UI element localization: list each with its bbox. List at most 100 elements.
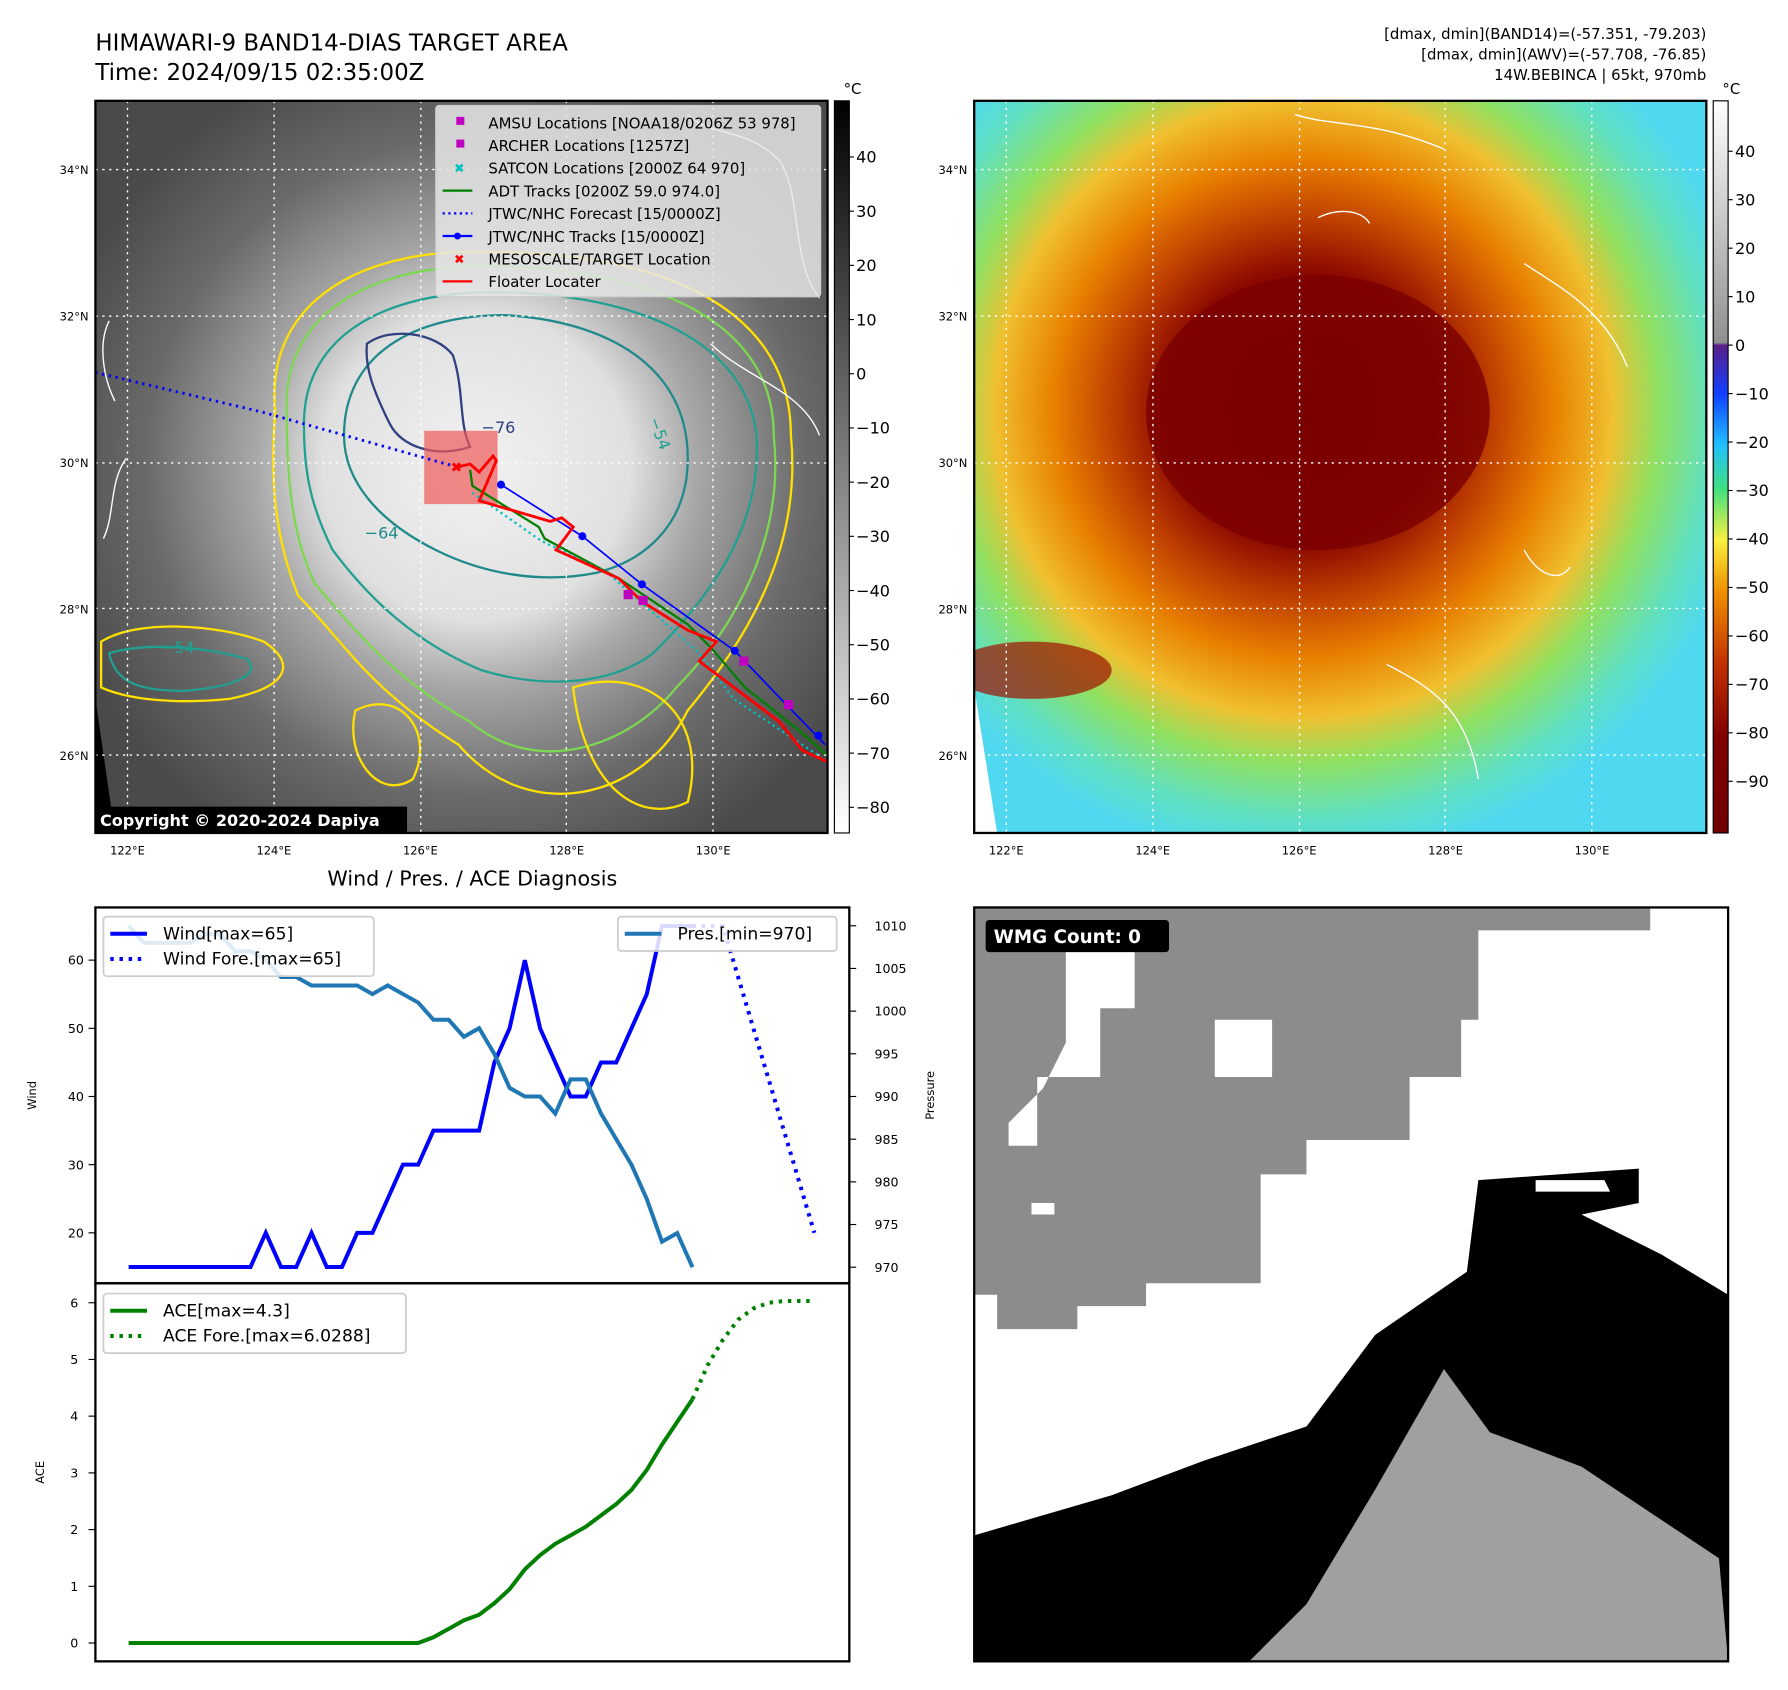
pressure-tick-label: 990 bbox=[875, 1089, 899, 1104]
right-colorbar bbox=[1712, 100, 1729, 834]
colorbar-tick-label: −60 bbox=[1735, 627, 1769, 646]
left-map-frame bbox=[94, 99, 829, 835]
legend-label: ARCHER Locations [1257Z] bbox=[488, 137, 689, 155]
wind-tick-label: 30 bbox=[68, 1157, 84, 1172]
wind-tick-label: 20 bbox=[68, 1225, 84, 1240]
target-location-marker: ✖ bbox=[451, 460, 463, 476]
legend-item: ✖ SATCON Locations [2000Z 64 970] bbox=[454, 160, 745, 178]
legend-label: ACE[max=4.3] bbox=[163, 1301, 290, 1321]
pressure-tick-label: 970 bbox=[875, 1260, 899, 1275]
satcon-track bbox=[471, 491, 821, 758]
legend-label: Wind[max=65] bbox=[163, 925, 293, 945]
legend-label: Floater Locater bbox=[488, 273, 601, 291]
wind-tick-label: 60 bbox=[68, 953, 84, 968]
stats-awv: [dmax, dmin](AWV)=(-57.708, -76.85) bbox=[1421, 46, 1706, 64]
colorbar-tick-label: −60 bbox=[856, 690, 890, 709]
colorbar-tick-label: 10 bbox=[1735, 287, 1755, 306]
right-map-frame bbox=[973, 99, 1708, 835]
colorbar-tick-label: 40 bbox=[1735, 142, 1755, 161]
x-marker-icon: ✖ bbox=[454, 161, 465, 176]
ace-tick-label: 0 bbox=[70, 1636, 78, 1651]
ace-tick-label: 5 bbox=[70, 1352, 78, 1367]
left-colorbar-unit: °C bbox=[844, 80, 862, 98]
ace-tick-label: 2 bbox=[70, 1522, 78, 1537]
stats-band14: [dmax, dmin](BAND14)=(-57.351, -79.203) bbox=[1384, 25, 1706, 43]
wind-tick-label: 50 bbox=[68, 1021, 84, 1036]
colorbar-tick-label: −30 bbox=[1735, 481, 1769, 500]
legend-item: ARCHER Locations [1257Z] bbox=[456, 137, 689, 155]
colorbar-tick-label: 0 bbox=[856, 364, 866, 383]
amsu-archer-markers bbox=[623, 590, 794, 710]
longitude-label: 122°E bbox=[989, 844, 1024, 858]
latitude-label: 32°N bbox=[938, 310, 967, 324]
pressure-tick-label: 1000 bbox=[875, 1004, 907, 1019]
legend-item: ADT Tracks [0200Z 59.0 974.0] bbox=[442, 182, 720, 200]
colorbar-tick-label: −50 bbox=[856, 635, 890, 654]
latitude-label: 30°N bbox=[60, 456, 89, 470]
legend-label: Pres.[min=970] bbox=[677, 925, 812, 945]
copyright-label: Copyright © 2020-2024 Dapiya bbox=[100, 811, 380, 830]
longitude-label: 126°E bbox=[1282, 844, 1317, 858]
jtwc-track bbox=[496, 480, 826, 746]
colorbar-tick-label: −40 bbox=[1735, 530, 1769, 549]
ace-tick-label: 1 bbox=[70, 1579, 78, 1594]
colorbar-tick-label: 40 bbox=[856, 148, 876, 167]
longitude-label: 124°E bbox=[1135, 844, 1170, 858]
wind-line bbox=[128, 924, 693, 1269]
ace-axis-label: ACE bbox=[33, 1461, 47, 1484]
latitude-label: 34°N bbox=[60, 163, 89, 177]
legend-item: JTWC/NHC Forecast [15/0000Z] bbox=[442, 205, 721, 223]
latitude-label: 30°N bbox=[938, 456, 967, 470]
legend-label: SATCON Locations [2000Z 64 970] bbox=[488, 160, 745, 178]
latitude-label: 32°N bbox=[60, 310, 89, 324]
storm-info: 14W.BEBINCA | 65kt, 970mb bbox=[1494, 66, 1706, 84]
colorbar-tick-label: −30 bbox=[856, 527, 890, 546]
colorbar-tick-label: −80 bbox=[1735, 724, 1769, 743]
colorbar-tick-label: −90 bbox=[1735, 772, 1769, 791]
figure-time: Time: 2024/09/15 02:35:00Z bbox=[94, 60, 424, 86]
ace-line bbox=[128, 1398, 695, 1646]
longitude-label: 128°E bbox=[1428, 844, 1463, 858]
chart-legend: Wind[max=65] Wind Fore.[max=65] bbox=[102, 915, 375, 978]
contour-label: −54 bbox=[161, 638, 195, 657]
pressure-tick-label: 1005 bbox=[875, 961, 907, 976]
jtwc-forecast-track bbox=[95, 370, 459, 469]
wmg-count-label: WMG Count: 0 bbox=[994, 927, 1141, 948]
x-marker-icon: ✖ bbox=[454, 251, 465, 266]
ace-plot-frame bbox=[94, 1282, 851, 1663]
legend-item: Floater Locater bbox=[442, 273, 602, 291]
contour-label: −64 bbox=[365, 524, 399, 543]
legend-label: AMSU Locations [NOAA18/0206Z 53 978] bbox=[488, 114, 795, 132]
colorbar-tick-label: −10 bbox=[856, 419, 890, 438]
legend-label: JTWC/NHC Forecast [15/0000Z] bbox=[487, 205, 720, 223]
wind-axis-label: Wind bbox=[25, 1081, 39, 1110]
colorbar-tick-label: −70 bbox=[1735, 675, 1769, 694]
colorbar-tick-label: −20 bbox=[1735, 433, 1769, 452]
legend-label: JTWC/NHC Tracks [15/0000Z] bbox=[487, 228, 704, 246]
pressure-axis-label: Pressure bbox=[923, 1071, 937, 1120]
legend-label: Wind Fore.[max=65] bbox=[163, 950, 341, 970]
pressure-tick-label: 995 bbox=[875, 1046, 899, 1061]
chart-legend: ACE[max=4.3] ACE Fore.[max=6.0288] bbox=[102, 1292, 407, 1355]
longitude-label: 126°E bbox=[403, 844, 438, 858]
ir-color-map bbox=[974, 100, 1707, 833]
legend-item: AMSU Locations [NOAA18/0206Z 53 978] bbox=[456, 114, 796, 132]
ace-tick-label: 3 bbox=[70, 1465, 78, 1480]
legend-item: JTWC/NHC Tracks [15/0000Z] bbox=[442, 228, 704, 246]
pressure-tick-label: 975 bbox=[875, 1217, 899, 1232]
colorbar-tick-label: −10 bbox=[1735, 384, 1769, 403]
latitude-label: 26°N bbox=[938, 749, 967, 763]
ace-tick-label: 6 bbox=[70, 1295, 78, 1310]
legend-label: MESOSCALE/TARGET Location bbox=[488, 250, 710, 268]
pressure-tick-label: 985 bbox=[875, 1132, 899, 1147]
ace-tick-label: 4 bbox=[70, 1409, 78, 1424]
latitude-label: 34°N bbox=[938, 163, 967, 177]
floater-locater-track bbox=[454, 453, 828, 764]
colorbar-tick-label: 0 bbox=[1735, 336, 1745, 355]
latitude-label: 28°N bbox=[938, 602, 967, 616]
colorbar-tick-label: −40 bbox=[856, 581, 890, 600]
ace-forecast-line bbox=[690, 1299, 815, 1401]
colorbar-tick-label: 20 bbox=[856, 256, 876, 275]
chart-legend: Pres.[min=970] bbox=[617, 915, 838, 952]
